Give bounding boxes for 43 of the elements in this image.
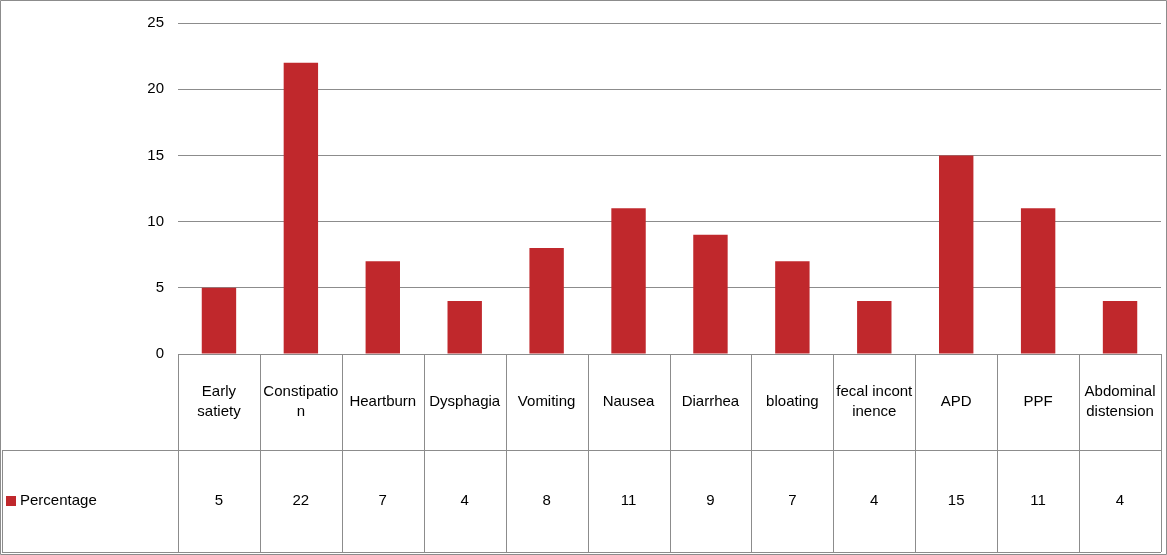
y-tick-label: 20 xyxy=(147,79,164,97)
bar xyxy=(857,301,892,354)
data-label: 4 xyxy=(460,491,469,509)
x-tick-label: Abdominal distension xyxy=(1084,382,1156,420)
data-label: 5 xyxy=(214,491,224,509)
y-tick-label: 25 xyxy=(147,13,164,31)
data-label: 7 xyxy=(788,491,797,509)
bar xyxy=(611,208,646,354)
bar xyxy=(1102,301,1138,354)
x-tick-label: fecal incontinence xyxy=(836,382,914,420)
x-tick-label: Nausea xyxy=(602,392,656,410)
data-label: 9 xyxy=(706,491,715,509)
bar xyxy=(775,261,810,354)
bar xyxy=(939,155,974,354)
x-tick-label: Constipation xyxy=(263,382,339,420)
x-tick-label: Early satiety xyxy=(197,382,242,420)
y-tick-label: 5 xyxy=(155,277,164,295)
legend-label: Percentage xyxy=(20,491,97,509)
data-label: 8 xyxy=(542,491,551,509)
bar xyxy=(201,287,237,354)
x-tick-label: Vomiting xyxy=(517,392,576,410)
data-label: 7 xyxy=(378,491,387,509)
x-tick-label: bloating xyxy=(766,392,819,410)
bar xyxy=(529,248,564,354)
data-label: 15 xyxy=(947,491,965,509)
bar xyxy=(1020,208,1056,354)
x-tick-label: Dysphagia xyxy=(429,392,501,410)
y-tick-label: 15 xyxy=(147,145,164,163)
data-label: 22 xyxy=(292,491,310,509)
x-tick-label: PPF xyxy=(1023,392,1053,410)
y-tick-label: 0 xyxy=(155,344,164,362)
x-tick-label: Diarrhea xyxy=(681,392,740,410)
data-label: 11 xyxy=(1030,491,1046,509)
x-tick-label: APD xyxy=(940,392,972,410)
bar xyxy=(365,261,400,354)
y-tick-label: 10 xyxy=(147,211,164,229)
data-label: 4 xyxy=(870,491,879,509)
bar xyxy=(283,62,319,354)
data-label: 4 xyxy=(1115,491,1125,509)
data-label: 11 xyxy=(620,491,637,509)
bar xyxy=(447,301,482,354)
bar xyxy=(693,234,728,354)
x-tick-label: Heartburn xyxy=(349,392,417,410)
